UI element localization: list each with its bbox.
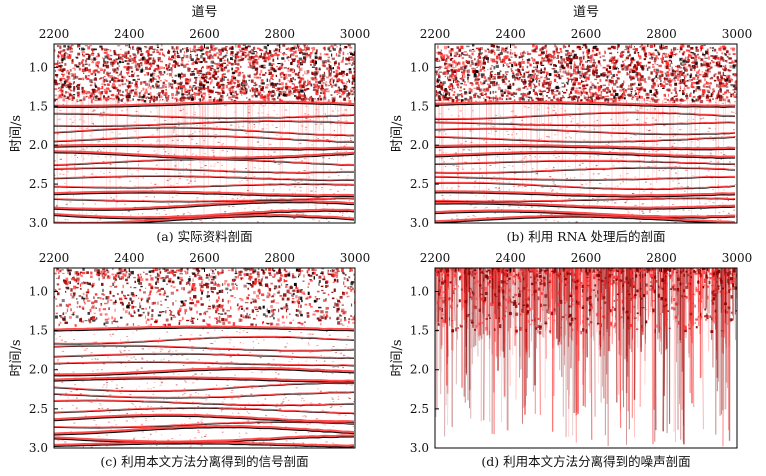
y-tick-label: 2.0 [29, 138, 48, 152]
panel-3: 2200 2400 2600 2800 3000 1.0 1.5 2.0 2.5 3.0 时间/s (… [9, 251, 370, 469]
panel-caption: (a) 实际资料剖面 [156, 229, 252, 244]
seismic-section-image [54, 44, 355, 223]
y-tick-label: 1.0 [29, 284, 48, 298]
y-axis-title: 时间/s [9, 115, 24, 152]
seismic-section-image [435, 268, 737, 448]
x-tick-label: 2400 [114, 27, 145, 41]
y-tick-label: 2.0 [410, 363, 429, 377]
y-tick-label: 2.5 [410, 177, 429, 191]
y-axis-title: 时间/s [390, 339, 405, 376]
x-tick-label: 2400 [114, 251, 145, 265]
y-tick-label: 3.0 [410, 216, 429, 230]
y-tick-label: 1.0 [410, 60, 429, 74]
x-tick-label: 3000 [340, 27, 371, 41]
x-tick-label: 2400 [495, 251, 526, 265]
panel-1: 2200 2400 2600 2800 3000 1.0 1.5 2.0 2.5 3.0 道号时间/… [9, 5, 370, 244]
x-tick-label: 2600 [571, 251, 602, 265]
panel-caption: (d) 利用本文方法分离得到的噪声剖面 [481, 454, 690, 469]
x-tick-label: 3000 [340, 251, 371, 265]
x-tick-label: 2800 [264, 251, 295, 265]
x-tick-label: 2800 [264, 27, 295, 41]
y-tick-label: 1.5 [29, 324, 48, 338]
x-axis-title: 道号 [191, 5, 217, 20]
y-tick-label: 3.0 [29, 441, 48, 455]
y-axis-title: 时间/s [9, 339, 24, 376]
x-axis-title: 道号 [573, 5, 599, 20]
x-tick-label: 2600 [189, 27, 220, 41]
x-tick-label: 2200 [420, 251, 451, 265]
y-tick-label: 2.5 [410, 402, 429, 416]
x-tick-label: 2200 [420, 27, 451, 41]
x-tick-label: 2600 [189, 251, 220, 265]
y-tick-label: 1.0 [29, 60, 48, 74]
x-tick-label: 3000 [722, 27, 753, 41]
y-axis-title: 时间/s [390, 115, 405, 152]
y-tick-label: 2.0 [410, 138, 429, 152]
panel-caption: (b) 利用 RNA 处理后的剖面 [506, 229, 665, 244]
x-tick-label: 2400 [495, 27, 526, 41]
panel-4: 2200 2400 2600 2800 3000 1.0 1.5 2.0 2.5 3.0 时间/s (… [390, 251, 752, 469]
x-tick-label: 2600 [571, 27, 602, 41]
x-tick-label: 2800 [646, 251, 677, 265]
x-tick-label: 3000 [722, 251, 753, 265]
y-tick-label: 1.5 [29, 99, 48, 113]
y-tick-label: 2.5 [29, 177, 48, 191]
seismic-section-image [435, 44, 737, 223]
y-tick-label: 1.5 [410, 324, 429, 338]
panel-caption: (c) 利用本文方法分离得到的信号剖面 [100, 454, 308, 469]
x-tick-label: 2200 [39, 251, 70, 265]
y-tick-label: 1.5 [410, 99, 429, 113]
x-tick-label: 2800 [646, 27, 677, 41]
x-tick-label: 2200 [39, 27, 70, 41]
y-tick-label: 1.0 [410, 284, 429, 298]
y-tick-label: 3.0 [29, 216, 48, 230]
y-tick-label: 3.0 [410, 441, 429, 455]
panel-2: 2200 2400 2600 2800 3000 1.0 1.5 2.0 2.5 3.0 道号时间/… [390, 5, 752, 244]
y-tick-label: 2.5 [29, 402, 48, 416]
seismic-section-image [54, 268, 355, 448]
y-tick-label: 2.0 [29, 363, 48, 377]
